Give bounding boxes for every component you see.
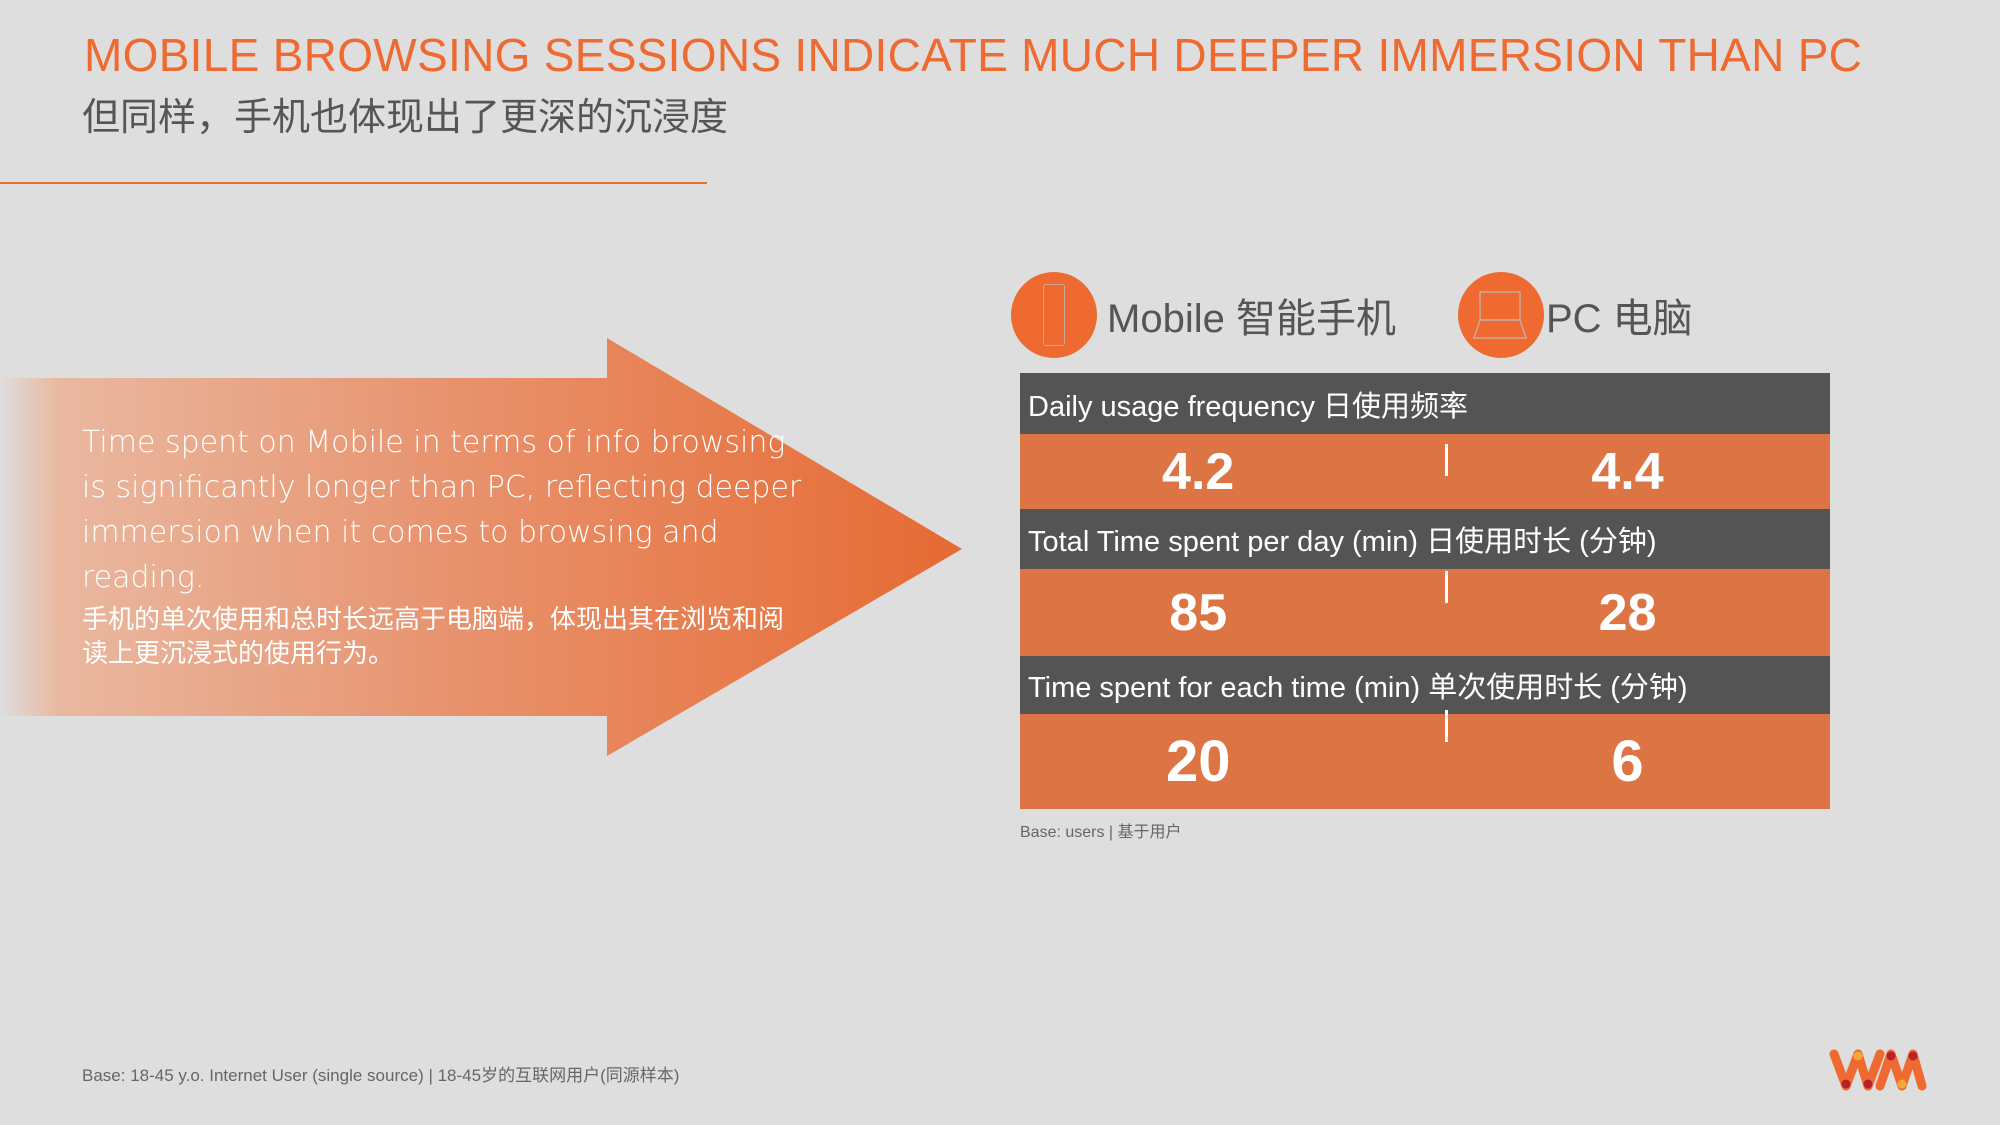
- row-header-session-time: Time spent for each time (min) 单次使用时长 (分…: [1020, 656, 1830, 714]
- smartphone-icon: [1011, 272, 1097, 358]
- page-subtitle: 但同样，手机也体现出了更深的沉浸度: [82, 97, 729, 139]
- laptop-icon: [1458, 272, 1544, 358]
- pc-value: 28: [1598, 583, 1657, 642]
- row-header-frequency: Daily usage frequency 日使用频率: [1020, 373, 1830, 434]
- summary-english: Time spent on Mobile in terms of info br…: [82, 425, 802, 595]
- column-divider: [1445, 710, 1448, 742]
- page-title: MOBILE BROWSING SESSIONS INDICATE MUCH D…: [84, 29, 1863, 81]
- mobile-value: 4.2: [1162, 442, 1235, 501]
- pc-label: PC 电脑: [1546, 297, 1693, 341]
- pc-value: 4.4: [1591, 442, 1664, 501]
- table-row: 20 6: [1020, 710, 1830, 809]
- table-row: 85 28: [1020, 569, 1830, 656]
- table-row: 4.2 4.4: [1020, 434, 1830, 509]
- table-base-note: Base: users | 基于用户: [1020, 824, 1182, 841]
- arrow-shape: [0, 338, 962, 756]
- comparison-table: Daily usage frequency 日使用频率 4.2 4.4 Tota…: [1020, 373, 1830, 809]
- wm-logo: [1829, 1049, 1927, 1091]
- pc-legend: PC 电脑: [1458, 272, 1693, 358]
- mobile-value: 20: [1165, 729, 1231, 794]
- title-divider: [0, 182, 707, 184]
- arrow-text: Time spent on Mobile in terms of info br…: [82, 420, 802, 670]
- summary-chinese: 手机的单次使用和总时长远高于电脑端，体现出其在浏览和阅读上更沉浸式的使用行为。: [82, 604, 785, 668]
- mobile-value: 85: [1169, 583, 1228, 642]
- pc-value: 6: [1611, 729, 1644, 794]
- column-divider: [1445, 571, 1448, 603]
- mobile-label: Mobile 智能手机: [1107, 297, 1396, 341]
- row-header-total-time: Total Time spent per day (min) 日使用时长 (分钟…: [1020, 509, 1830, 569]
- footer-base-note: Base: 18-45 y.o. Internet User (single s…: [82, 1066, 680, 1085]
- mobile-legend: Mobile 智能手机: [1011, 272, 1396, 358]
- column-divider: [1445, 444, 1448, 476]
